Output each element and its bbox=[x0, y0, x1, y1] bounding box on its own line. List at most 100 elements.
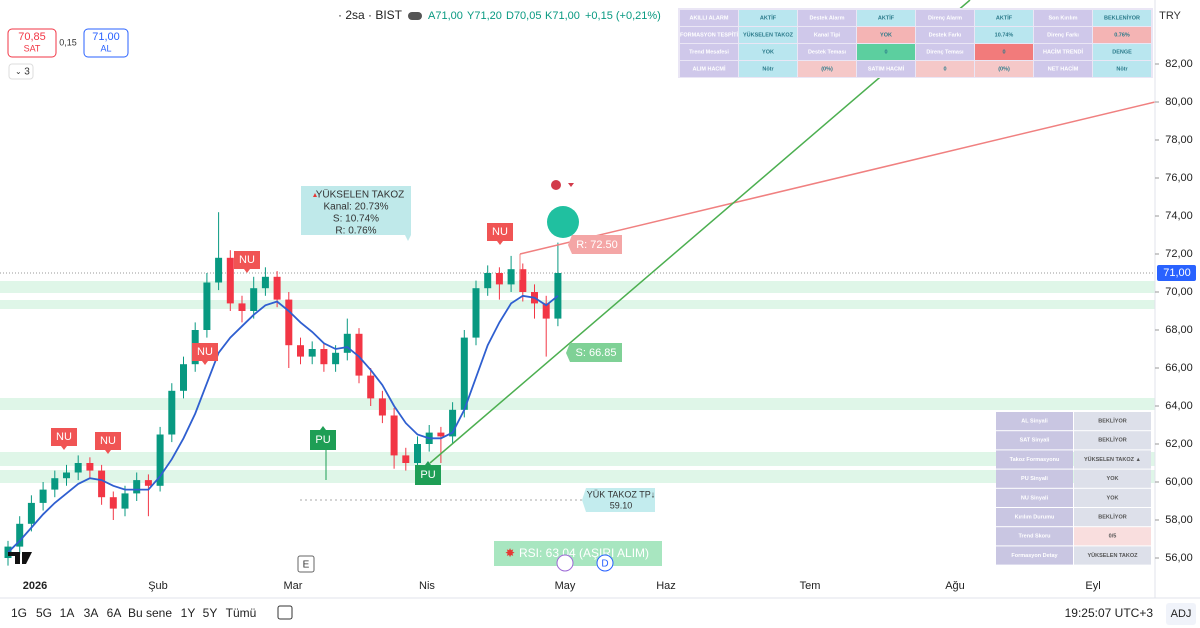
top-table: AKILLI ALARM AKTİF Destek Alarm AKTİF Direnç… bbox=[678, 8, 1153, 78]
currency[interactable]: TRY bbox=[1159, 10, 1181, 22]
pu-box bbox=[415, 461, 441, 485]
rsi-text: RSI: 63.04 (AŞIRI ALIM) bbox=[519, 546, 649, 560]
table-text: NU Sinyali bbox=[1021, 495, 1049, 501]
d-text: D bbox=[601, 559, 608, 570]
count-button[interactable] bbox=[8, 63, 34, 80]
candle-body bbox=[437, 432, 445, 437]
candle-body bbox=[542, 303, 550, 319]
range-button[interactable]: 6A bbox=[107, 606, 122, 620]
pu-text: PU bbox=[315, 434, 330, 446]
range-button[interactable]: 1G bbox=[11, 606, 27, 620]
table-cell bbox=[1034, 27, 1092, 43]
e-marker bbox=[297, 555, 315, 573]
support-text: S: 66.85 bbox=[576, 347, 617, 359]
table-cell bbox=[975, 10, 1033, 26]
table-cell bbox=[798, 61, 856, 77]
zone bbox=[0, 398, 1155, 410]
table-text: Trend Mesafesi bbox=[689, 49, 729, 55]
price-tick-label: 76,00 bbox=[1165, 172, 1193, 184]
table-cell bbox=[857, 61, 915, 77]
candle-body bbox=[308, 349, 316, 357]
candle-body bbox=[332, 352, 340, 365]
table-text: Kırılım Durumu bbox=[1015, 514, 1055, 520]
d-marker bbox=[596, 554, 614, 572]
event-icon bbox=[556, 554, 574, 572]
candle-body bbox=[156, 434, 164, 486]
time-label: Haz bbox=[656, 580, 676, 592]
signal-arrow bbox=[568, 183, 574, 187]
table-text: BEKLENİYOR bbox=[1104, 14, 1140, 21]
price-tick-label: 82,00 bbox=[1165, 58, 1193, 70]
table-text: YOK bbox=[880, 32, 892, 38]
range-button[interactable]: Bu sene bbox=[128, 606, 172, 620]
resistance-text: R: 72.50 bbox=[576, 239, 618, 251]
table-cell bbox=[857, 27, 915, 43]
candle-body bbox=[367, 375, 375, 399]
zones bbox=[0, 272, 1155, 501]
range-button[interactable]: 5Y bbox=[203, 606, 218, 620]
table-text: SATIM HACMİ bbox=[868, 65, 905, 72]
table-cell bbox=[1074, 412, 1151, 431]
table-cell bbox=[1074, 450, 1151, 469]
candle-body bbox=[238, 303, 246, 311]
price-tick-label: 56,00 bbox=[1165, 552, 1193, 564]
table-cell bbox=[996, 508, 1073, 527]
time-label: May bbox=[555, 580, 576, 592]
table-text: AKTİF bbox=[996, 14, 1013, 21]
table-cell bbox=[975, 27, 1033, 43]
table-text: 0 bbox=[943, 66, 946, 72]
table-text: Direnç Alarm bbox=[928, 15, 962, 21]
candle-body bbox=[355, 333, 363, 376]
table-cell bbox=[1093, 10, 1151, 26]
wedge-line: R: 0.76% bbox=[335, 226, 376, 237]
table-text: YÜKSELEN TAKOZ bbox=[1087, 552, 1138, 559]
buy-price: 71,00 bbox=[92, 31, 120, 43]
range-button[interactable]: 3A bbox=[84, 606, 99, 620]
buy-button[interactable] bbox=[83, 28, 129, 58]
candle-body bbox=[51, 478, 59, 490]
table-cell bbox=[857, 10, 915, 26]
table-cell bbox=[680, 27, 738, 43]
price-tick-label: 58,00 bbox=[1165, 514, 1193, 526]
table-cell bbox=[996, 527, 1073, 546]
nu-text: NU bbox=[100, 435, 116, 447]
table-text: YOK bbox=[762, 49, 774, 55]
candle-body bbox=[402, 455, 410, 463]
sell-button[interactable] bbox=[7, 28, 57, 58]
change: +0,15 (+0,21%) bbox=[585, 10, 661, 22]
time-label: 2026 bbox=[23, 580, 47, 592]
table-cell bbox=[916, 27, 974, 43]
candle-body bbox=[203, 282, 211, 330]
range-button[interactable]: 1A bbox=[60, 606, 75, 620]
moving-average bbox=[7, 294, 559, 553]
candle-body bbox=[261, 276, 269, 289]
nu-box bbox=[51, 428, 77, 450]
candle-body bbox=[109, 497, 117, 509]
price-tick-label: 60,00 bbox=[1165, 476, 1193, 488]
candle-body bbox=[74, 463, 82, 473]
nu-box bbox=[234, 251, 260, 273]
table-cell bbox=[739, 10, 797, 26]
ohlc: A71,00 bbox=[428, 10, 463, 22]
table-cell bbox=[916, 61, 974, 77]
adj: ADJ bbox=[1171, 608, 1192, 620]
range-button[interactable]: 1Y bbox=[181, 606, 196, 620]
table-cell bbox=[1093, 61, 1151, 77]
range-button[interactable]: 5G bbox=[36, 606, 52, 620]
buy-label: AL bbox=[100, 43, 111, 53]
price-tick-label: 74,00 bbox=[1165, 210, 1193, 222]
time-label: Mar bbox=[284, 580, 303, 592]
table-cell bbox=[996, 431, 1073, 450]
time-label: Eyl bbox=[1085, 580, 1100, 592]
candle-body bbox=[472, 288, 480, 338]
price-tick-label: 72,00 bbox=[1165, 248, 1193, 260]
adj-button[interactable] bbox=[1166, 603, 1196, 625]
table-text: YOK bbox=[1107, 476, 1119, 482]
wedge-icon bbox=[313, 193, 317, 197]
table-text: HACİM TRENDİ bbox=[1043, 48, 1083, 55]
table-cell bbox=[739, 44, 797, 60]
range-button[interactable]: Tümü bbox=[226, 606, 257, 620]
calendar-icon[interactable] bbox=[277, 605, 293, 620]
